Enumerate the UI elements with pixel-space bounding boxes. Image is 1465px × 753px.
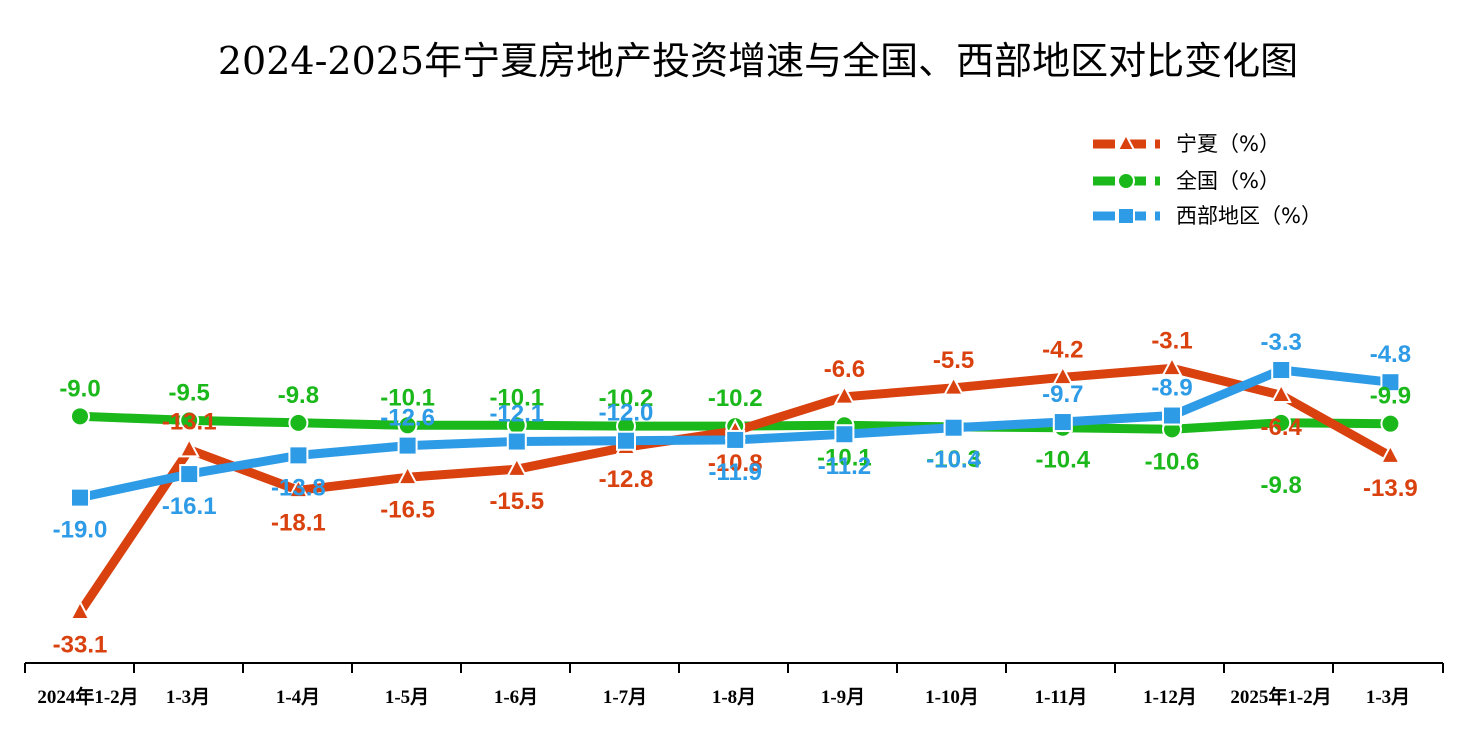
data-label-national: -10.1 <box>817 444 872 471</box>
data-point-ningxia <box>396 464 419 486</box>
series-markers <box>69 355 1402 621</box>
data-label-national: -9.9 <box>1370 383 1411 410</box>
data-label-western: -11.2 <box>818 453 871 480</box>
data-label-western: -10.4 <box>926 447 981 474</box>
x-tick-label: 1-5月 <box>385 687 429 708</box>
legend-marker-western <box>1117 207 1135 225</box>
data-point-western <box>70 487 90 508</box>
x-tick-label: 2025年1-2月 <box>1230 685 1331 708</box>
legend-label-western: 西部地区（%） <box>1176 204 1322 228</box>
data-label-western: -19.0 <box>53 517 108 544</box>
legend-marker-national <box>1117 172 1135 190</box>
data-label-western: -8.9 <box>1151 375 1192 402</box>
data-label-national: -10.1 <box>489 384 544 411</box>
x-tick-label: 1-12月 <box>1143 687 1197 708</box>
data-label-national: -9.8 <box>1261 472 1302 499</box>
data-point-western <box>1162 405 1182 426</box>
legend: 宁夏（%） 全国（%） 西部地区（%） <box>1093 132 1322 228</box>
data-label-ningxia: -12.8 <box>599 466 654 493</box>
data-label-western: -4.8 <box>1370 341 1411 368</box>
data-label-ningxia: -18.1 <box>271 509 326 536</box>
data-point-ningxia <box>69 599 91 621</box>
data-point-ningxia <box>833 384 856 405</box>
data-label-ningxia: -3.1 <box>1151 327 1192 354</box>
data-label-national: -10.2 <box>708 385 763 412</box>
x-tick-label: 2024年1-2月 <box>37 685 138 708</box>
data-label-national: -10.2 <box>599 385 654 412</box>
data-label-national: -10.6 <box>1145 448 1200 475</box>
data-point-ningxia <box>1052 364 1074 386</box>
data-point-western <box>616 430 636 451</box>
data-label-ningxia: -13.9 <box>1363 475 1418 502</box>
data-point-western <box>834 424 855 445</box>
data-point-ningxia <box>178 437 200 458</box>
data-point-national <box>1271 412 1292 433</box>
data-point-ningxia <box>1161 355 1183 377</box>
data-point-national <box>1380 413 1401 434</box>
data-label-national: -9.8 <box>278 382 319 409</box>
data-point-ningxia <box>942 375 965 396</box>
data-point-western <box>506 431 527 452</box>
data-label-ningxia: -16.5 <box>380 496 435 523</box>
data-point-western <box>725 429 746 450</box>
data-point-ningxia <box>287 477 310 499</box>
data-label-national: -10.3 <box>926 446 981 473</box>
data-point-western <box>1271 360 1292 380</box>
data-label-western: -3.3 <box>1261 329 1302 356</box>
data-label-western: -9.7 <box>1042 381 1083 408</box>
x-tick-label: 1-9月 <box>821 687 865 708</box>
data-labels: -33.1 -13.1 -18.1 -16.5 -15.5 -12.8 -10.8 -6.6 -… <box>53 327 1418 658</box>
data-point-national <box>288 412 309 433</box>
data-label-western: -11.9 <box>709 459 762 486</box>
data-point-western <box>1380 372 1401 393</box>
data-point-western <box>397 435 418 456</box>
data-label-ningxia: -33.1 <box>53 631 108 658</box>
data-label-western: -16.1 <box>162 493 217 520</box>
data-point-national <box>179 410 200 431</box>
data-label-western: -13.8 <box>271 474 326 501</box>
x-tick-label: 1-3月 <box>1366 687 1410 708</box>
data-point-western <box>1052 412 1073 433</box>
data-point-ningxia <box>1379 443 1402 464</box>
legend-label-ningxia: 宁夏（%） <box>1176 132 1280 156</box>
data-label-western: -12.6 <box>380 405 435 432</box>
data-label-ningxia: -15.5 <box>489 488 544 515</box>
x-tick-label: 1-8月 <box>712 687 756 708</box>
legend-marker-ningxia <box>1116 132 1136 151</box>
x-axis: 2024年1-2月 1-3月 1-4月 1-5月 1-6月 1-7月 1-8月 1-9月 1-1… <box>24 662 1444 708</box>
x-tick-label: 1-4月 <box>276 687 320 708</box>
data-label-ningxia: -5.5 <box>933 347 974 374</box>
data-point-ningxia <box>506 456 528 477</box>
x-tick-label: 1-11月 <box>1035 687 1088 708</box>
data-point-national <box>70 406 90 427</box>
data-label-ningxia: -6.4 <box>1261 414 1303 441</box>
x-tick-label: 1-10月 <box>925 687 979 708</box>
data-label-ningxia: -13.1 <box>162 409 217 436</box>
data-point-western <box>288 445 309 466</box>
data-point-ningxia <box>1270 382 1292 403</box>
data-label-ningxia: -4.2 <box>1042 336 1083 363</box>
legend-label-national: 全国（%） <box>1176 169 1280 193</box>
data-label-western: -12.1 <box>489 401 544 428</box>
data-label-ningxia: -6.6 <box>824 356 865 383</box>
data-label-national: -10.1 <box>380 384 435 411</box>
x-tick-label: 1-6月 <box>494 687 538 708</box>
data-point-national <box>397 415 418 436</box>
data-label-national: -9.5 <box>169 379 210 406</box>
data-label-ningxia: -10.8 <box>708 450 763 477</box>
data-label-western: -12.0 <box>599 400 654 427</box>
x-tick-label: 1-3月 <box>166 687 210 708</box>
data-label-national: -9.0 <box>59 375 100 402</box>
data-label-national: -10.4 <box>1035 447 1090 474</box>
chart-title: 2024-2025年宁夏房地产投资增速与全国、西部地区对比变化图 <box>218 39 1298 83</box>
x-tick-label: 1-7月 <box>603 687 647 708</box>
data-point-western <box>943 417 964 438</box>
data-point-western <box>179 464 200 485</box>
